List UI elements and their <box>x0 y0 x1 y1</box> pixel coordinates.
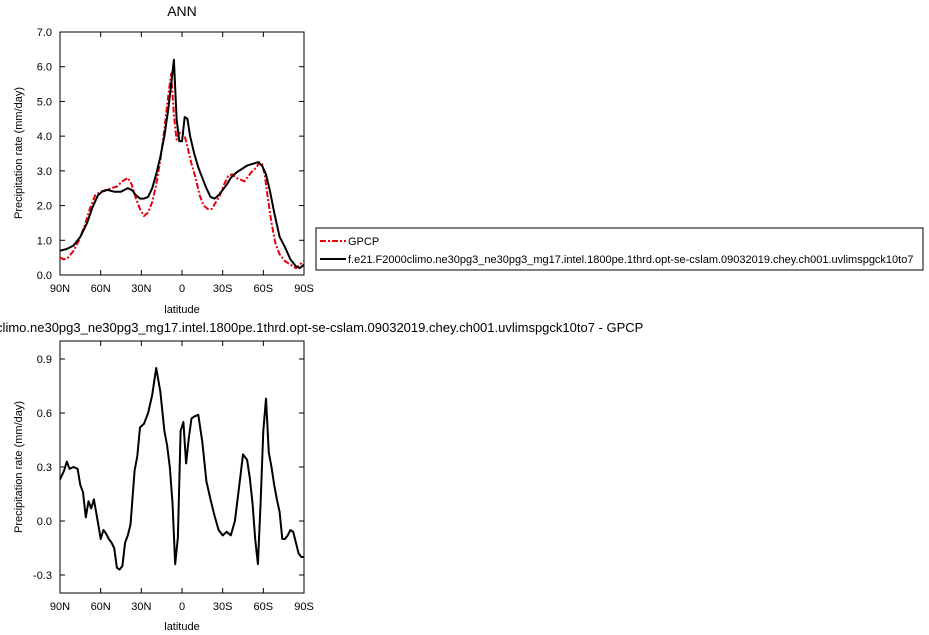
series-line-gpcp <box>59 72 305 270</box>
series-line-difference <box>59 367 304 571</box>
x-axis: 90N 60N 30N 0 30S 60S 90S <box>50 341 314 613</box>
y-tick-label: 3.0 <box>37 166 52 178</box>
y-tick-label: 0.0 <box>37 516 52 528</box>
x-tick-label: 90S <box>294 283 314 295</box>
legend-entry-gpcp: GPCP <box>348 236 379 248</box>
y-tick-label: 0.0 <box>37 270 52 282</box>
y-tick-label: 0.3 <box>37 462 52 474</box>
y-tick-label: 1.0 <box>37 235 52 247</box>
x-tick-label: 0 <box>179 283 185 295</box>
y-axis: -0.3 0.0 0.3 0.6 0.9 <box>33 354 304 582</box>
legend: GPCP f.e21.F2000climo.ne30pg3_ne30pg3_mg… <box>315 227 924 271</box>
bottom-panel: f.e21.F2000climo.ne30pg3_ne30pg3_mg17.in… <box>0 320 643 633</box>
legend-entry-model: f.e21.F2000climo.ne30pg3_ne30pg3_mg17.in… <box>348 254 913 266</box>
x-tick-label: 90N <box>50 283 70 295</box>
top-panel: ANN 0.0 1.0 2.0 3.0 4.0 5.0 6.0 7.0 90N 60N 30N 0 3… <box>13 3 314 316</box>
x-tick-label: 90N <box>50 601 70 613</box>
x-axis-label: latitude <box>164 304 199 316</box>
x-tick-label: 60S <box>254 283 274 295</box>
y-tick-label: 5.0 <box>37 96 52 108</box>
x-tick-label: 30S <box>213 283 233 295</box>
x-tick-label: 60N <box>91 283 111 295</box>
y-tick-label: 4.0 <box>37 131 52 143</box>
x-axis-label: latitude <box>164 621 199 633</box>
series-line-model <box>59 58 305 270</box>
y-axis: 0.0 1.0 2.0 3.0 4.0 5.0 6.0 7.0 <box>37 27 304 282</box>
chart-title: ANN <box>167 3 197 19</box>
y-tick-label: 0.9 <box>37 354 52 366</box>
x-tick-label: 60S <box>254 601 274 613</box>
y-tick-label: 7.0 <box>37 27 52 39</box>
x-tick-label: 60N <box>91 601 111 613</box>
y-tick-label: -0.3 <box>33 570 52 582</box>
x-axis: 90N 60N 30N 0 30S 60S 90S <box>50 32 314 295</box>
plot-lines <box>59 58 305 270</box>
x-tick-label: 0 <box>179 601 185 613</box>
legend-box <box>315 227 924 271</box>
x-tick-label: 30S <box>213 601 233 613</box>
plot-frame <box>59 340 305 594</box>
plot-frame <box>59 31 305 276</box>
x-tick-label: 90S <box>294 601 314 613</box>
y-tick-label: 2.0 <box>37 201 52 213</box>
y-axis-label: Precipitation rate (mm/day) <box>13 401 25 533</box>
y-axis-label: Precipitation rate (mm/day) <box>13 87 25 219</box>
x-tick-label: 30N <box>131 283 151 295</box>
plot-lines <box>59 367 304 571</box>
x-tick-label: 30N <box>131 601 151 613</box>
y-tick-label: 0.6 <box>37 408 52 420</box>
difference-chart-title: f.e21.F2000climo.ne30pg3_ne30pg3_mg17.in… <box>0 320 643 335</box>
y-tick-label: 6.0 <box>37 62 52 74</box>
